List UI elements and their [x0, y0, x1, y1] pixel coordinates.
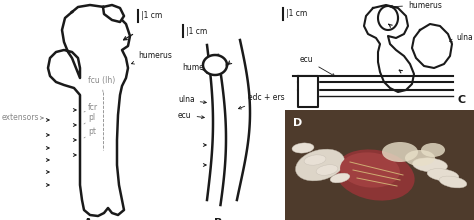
Ellipse shape — [316, 165, 338, 175]
Polygon shape — [203, 55, 227, 75]
Bar — [285, 110, 474, 220]
Ellipse shape — [292, 143, 314, 153]
Text: ulna: ulna — [450, 33, 473, 42]
Ellipse shape — [330, 173, 350, 183]
Text: humerus: humerus — [131, 51, 172, 64]
Text: fcr: fcr — [84, 103, 98, 112]
Polygon shape — [298, 76, 318, 107]
Text: |1 cm: |1 cm — [286, 9, 307, 18]
Text: D: D — [293, 118, 302, 128]
Ellipse shape — [382, 142, 418, 162]
Ellipse shape — [439, 176, 467, 188]
Text: B: B — [214, 218, 222, 220]
Bar — [285, 110, 474, 220]
Ellipse shape — [427, 169, 459, 181]
Text: C: C — [458, 95, 466, 105]
Polygon shape — [364, 5, 414, 92]
Polygon shape — [412, 24, 452, 68]
Polygon shape — [103, 5, 124, 22]
Text: ecu: ecu — [300, 55, 335, 76]
Polygon shape — [48, 5, 130, 216]
Ellipse shape — [405, 150, 435, 166]
Text: ulna: ulna — [178, 95, 206, 104]
Text: |1 cm: |1 cm — [186, 26, 207, 35]
Ellipse shape — [304, 155, 326, 165]
Text: A: A — [84, 218, 92, 220]
Text: humerus: humerus — [390, 0, 442, 9]
Text: extensors: extensors — [2, 114, 43, 123]
Text: edc + ers: edc + ers — [238, 94, 284, 109]
Ellipse shape — [336, 149, 415, 201]
Bar — [285, 110, 474, 220]
Text: pl: pl — [84, 114, 95, 124]
Ellipse shape — [296, 149, 345, 181]
Text: humerus: humerus — [182, 64, 216, 73]
Polygon shape — [378, 6, 398, 30]
Text: fcu (lh): fcu (lh) — [88, 75, 115, 92]
Text: pt: pt — [84, 128, 96, 138]
Text: ecu: ecu — [178, 110, 204, 119]
Ellipse shape — [421, 143, 445, 157]
Text: |1 cm: |1 cm — [141, 11, 162, 20]
Ellipse shape — [412, 158, 447, 172]
Ellipse shape — [340, 152, 400, 188]
